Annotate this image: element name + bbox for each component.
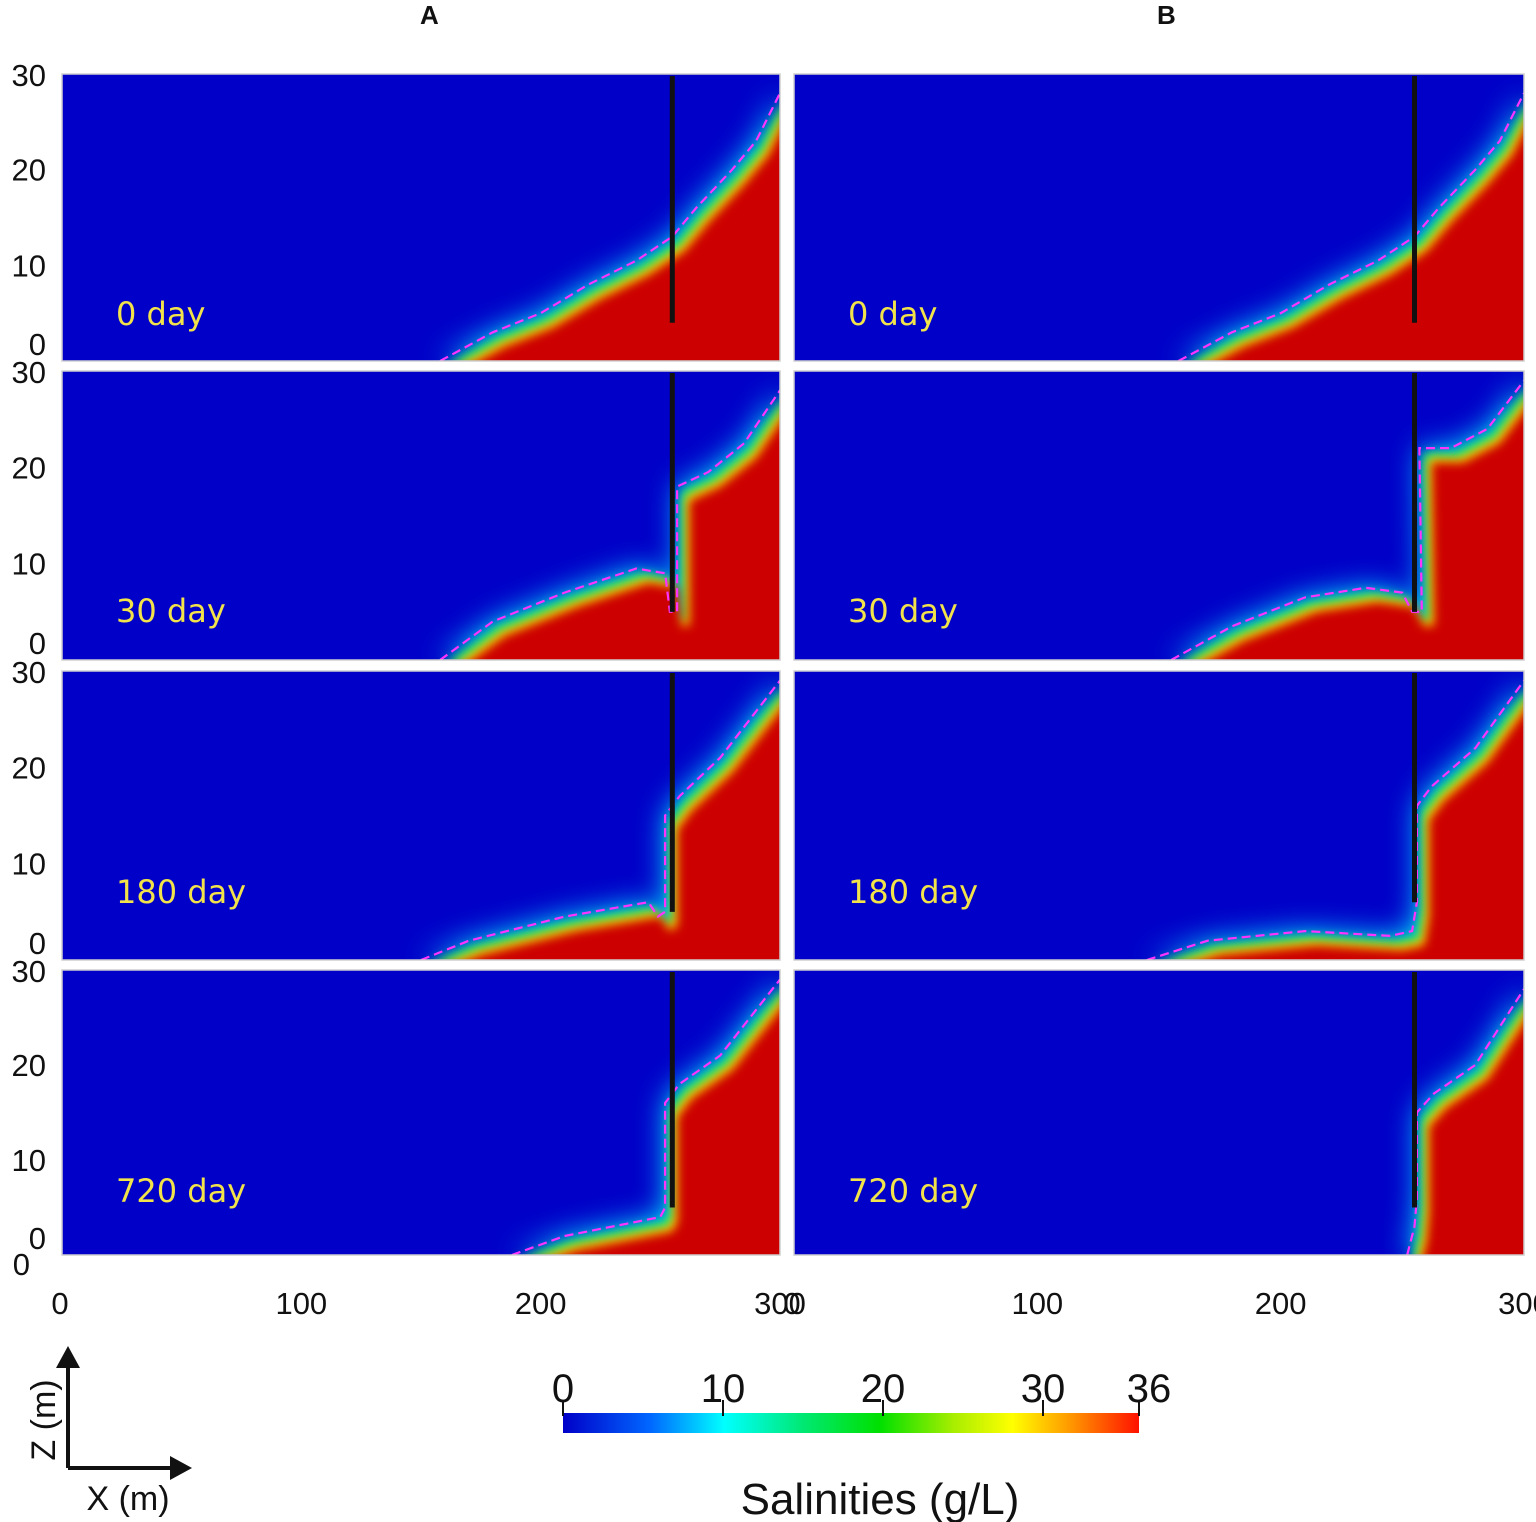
panel-border <box>793 370 1525 661</box>
time-label: 30 day <box>116 592 226 630</box>
isohaline-line <box>439 92 780 361</box>
isohaline-line <box>1177 92 1524 361</box>
colorbar-tick-label: 0 <box>552 1367 574 1411</box>
freshwater-region <box>62 671 780 960</box>
x-arrow-head-icon <box>170 1456 192 1480</box>
y-tick-label: 30 <box>12 58 46 93</box>
x-tick-label: 0 <box>783 1286 800 1321</box>
y-tick-label: 10 <box>12 547 46 582</box>
isohaline-line <box>420 679 780 960</box>
y-tick-label: 20 <box>12 1048 46 1083</box>
isohaline-line <box>511 978 780 1255</box>
panel-b-3: 720 day <box>793 969 1525 1256</box>
x-tick-label: 100 <box>1011 1286 1063 1321</box>
colorbar-tick-label: 10 <box>701 1367 746 1411</box>
x-tick-label: 100 <box>275 1286 327 1321</box>
panel-border <box>61 73 781 362</box>
y-tick-label: 0 <box>29 626 46 661</box>
y-tick-label: 30 <box>12 954 46 989</box>
y-tick-label: 20 <box>12 750 46 785</box>
time-label: 180 day <box>848 873 978 911</box>
column-label-a: A <box>420 0 439 30</box>
y-tick-label: 10 <box>12 248 46 283</box>
panel-a-3: 720 day <box>61 969 781 1256</box>
saltwater-wedge <box>1208 410 1524 660</box>
y-tick-label: 0 <box>29 926 46 961</box>
y-tick-label: 0 <box>29 327 46 362</box>
y-tick-label: 0 <box>13 1247 30 1282</box>
y-tick-label: 0 <box>29 1221 46 1256</box>
colorbar-tick-label: 36 <box>1127 1367 1172 1411</box>
time-label: 720 day <box>116 1172 246 1210</box>
x-tick-label: 200 <box>1255 1286 1307 1321</box>
time-label: 0 day <box>848 295 937 333</box>
saltwater-wedge <box>467 710 780 960</box>
freshwater-region <box>794 671 1524 960</box>
time-label: 30 day <box>848 592 958 630</box>
panel-a-2: 180 day <box>61 670 781 961</box>
saltwater-wedge <box>477 131 780 361</box>
z-axis-indicator-label: Z (m) <box>25 1379 63 1460</box>
column-label-b: B <box>1157 0 1176 30</box>
y-tick-label: 30 <box>12 355 46 390</box>
x-axis-indicator-label: X (m) <box>86 1480 169 1518</box>
saltwater-wedge <box>562 1008 780 1255</box>
isohaline-line <box>1146 679 1524 960</box>
time-label: 180 day <box>116 873 246 911</box>
panel-border <box>793 670 1525 961</box>
time-label: 720 day <box>848 1172 978 1210</box>
panel-a-0: 0 day <box>61 73 781 362</box>
z-arrow-head-icon <box>56 1346 80 1368</box>
colorbar-tick-label: 30 <box>1021 1367 1066 1411</box>
saltwater-wedge <box>1422 1021 1524 1255</box>
colorbar-title: Salinities (g/L) <box>741 1475 1020 1522</box>
y-tick-label: 20 <box>12 450 46 485</box>
panel-b-2: 180 day <box>793 670 1525 961</box>
panel-border <box>793 969 1525 1256</box>
panel-b-0: 0 day <box>793 73 1525 362</box>
x-tick-label: 0 <box>51 1286 68 1321</box>
colorbar: 0 10 20 30 36 Salinities (g/L) <box>552 1367 1171 1522</box>
colorbar-gradient <box>563 1413 1139 1433</box>
y-tick-label: 30 <box>12 655 46 690</box>
saltwater-wedge <box>471 422 780 660</box>
colorbar-tick-label: 20 <box>861 1367 906 1411</box>
y-tick-label: 20 <box>12 153 46 188</box>
panel-border <box>61 670 781 961</box>
freshwater-region <box>62 970 780 1255</box>
x-tick-label: 300 <box>754 1286 806 1321</box>
axis-indicator: Z (m) X (m) <box>25 1346 192 1518</box>
colorbar-ticks: 0 10 20 30 36 <box>552 1367 1171 1416</box>
freshwater-region <box>794 970 1524 1255</box>
panels-layer: 0 day 30 day 180 day 720 day 0 day 30 day 180 … <box>61 73 1525 1256</box>
panel-a-1: 30 day <box>61 370 781 661</box>
panel-border <box>61 969 781 1256</box>
x-tick-label: 300 <box>1498 1286 1536 1321</box>
panel-b-1: 30 day <box>793 370 1525 661</box>
saltwater-wedge <box>1202 711 1524 960</box>
panel-border <box>61 370 781 661</box>
x-tick-label: 200 <box>515 1286 567 1321</box>
y-tick-label: 10 <box>12 1143 46 1178</box>
saltwater-wedge <box>1216 130 1524 361</box>
panel-border <box>793 73 1525 362</box>
y-tick-label: 10 <box>12 847 46 882</box>
time-label: 0 day <box>116 295 205 333</box>
